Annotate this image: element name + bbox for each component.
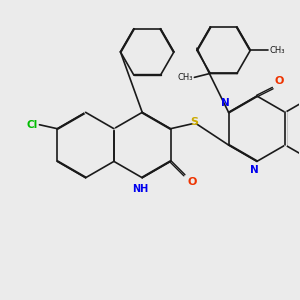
Text: N: N: [221, 98, 230, 108]
Text: O: O: [275, 76, 284, 86]
Text: N: N: [250, 165, 258, 176]
Text: S: S: [190, 117, 198, 127]
Text: Cl: Cl: [26, 120, 38, 130]
Text: CH₃: CH₃: [178, 73, 194, 82]
Text: O: O: [188, 177, 197, 187]
Text: CH₃: CH₃: [269, 46, 285, 55]
Text: NH: NH: [132, 184, 148, 194]
